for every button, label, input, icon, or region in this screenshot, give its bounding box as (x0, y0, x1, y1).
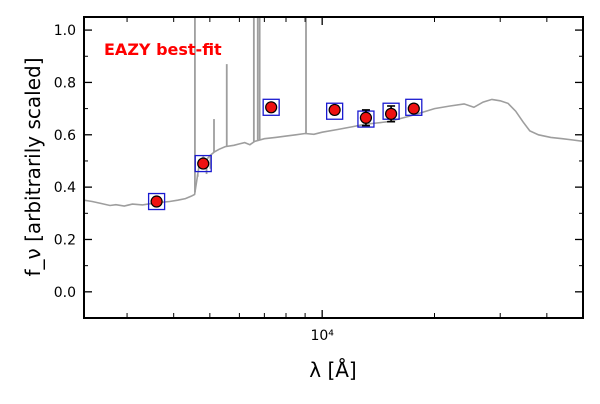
axes: 0.0 0.2 0.4 0.6 0.8 1.0 10⁴ (54, 17, 583, 344)
y-tick-label: 0.0 (54, 285, 76, 301)
y-axis-label: f_ν [arbitrarily scaled] (21, 58, 45, 277)
y-tick-label: 0.2 (54, 232, 76, 248)
model-spectrum-line (84, 98, 583, 207)
y-tick-label: 0.6 (54, 128, 76, 144)
data-point (197, 157, 210, 170)
model-flux-box (262, 98, 280, 116)
plot-frame (83, 16, 584, 319)
data-point (359, 111, 373, 124)
y-tick-label: 0.4 (54, 180, 76, 196)
x-tick-label: 10⁴ (310, 328, 334, 344)
data-point (265, 101, 278, 114)
data-point (328, 103, 341, 117)
model-flux-box (147, 192, 166, 211)
plot-area (84, 17, 583, 211)
model-flux-box (325, 102, 344, 120)
y-tick-label: 0.8 (54, 75, 76, 91)
y-tick-label: 1.0 (54, 23, 76, 39)
data-point (384, 107, 398, 120)
data-point (407, 102, 420, 115)
model-flux-box (194, 154, 212, 173)
x-axis-label: λ [Å] (309, 358, 356, 382)
data-point (150, 195, 163, 208)
model-flux-box (405, 98, 423, 116)
annotation-text: EAZY best-fit (104, 40, 222, 59)
